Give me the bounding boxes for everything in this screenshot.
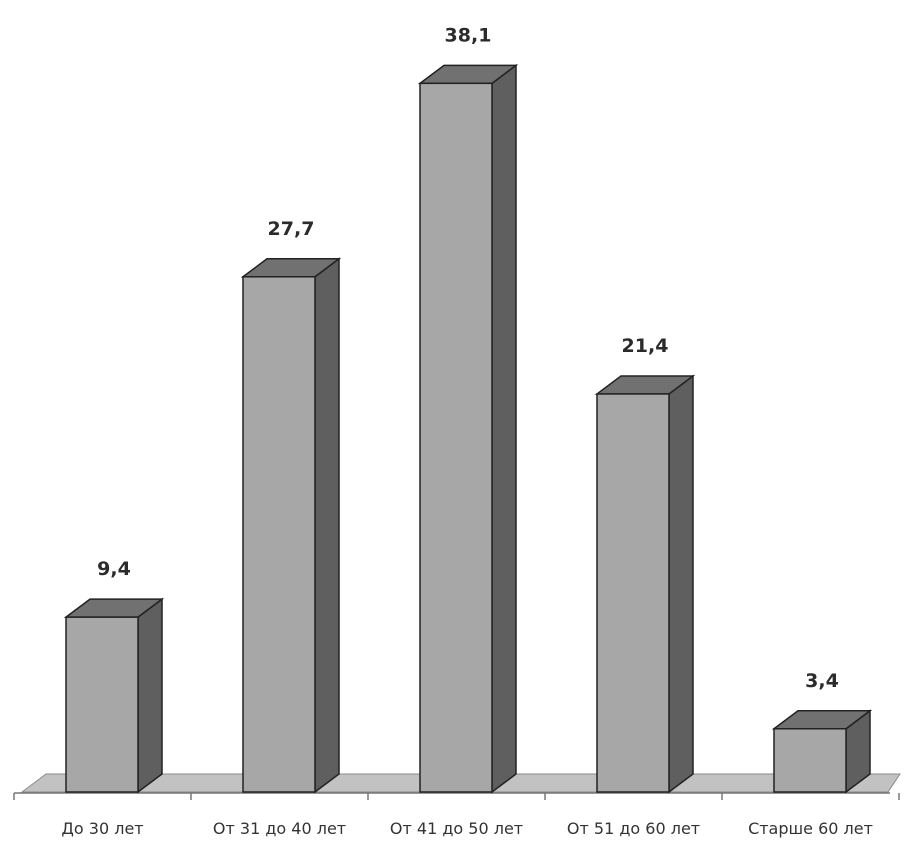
category-labels: До 30 лет От 31 до 40 лет От 41 до 50 лет О… — [61, 819, 873, 838]
x-tick-label: Старше 60 лет — [748, 819, 873, 838]
bar-front-face — [65, 616, 139, 793]
bar-side-face — [137, 597, 163, 794]
x-tick-label: От 41 до 50 лет — [390, 819, 523, 838]
bar — [417, 63, 519, 794]
data-label: 27,7 — [268, 218, 315, 240]
data-label: 9,4 — [97, 558, 131, 580]
bar-front-face — [242, 276, 316, 793]
data-label: 38,1 — [445, 24, 492, 46]
bar — [63, 597, 165, 794]
bar-front-face — [596, 393, 670, 793]
x-axis — [13, 792, 900, 800]
data-labels: 9,4 27,7 38,1 21,4 3,4 — [97, 24, 839, 691]
bar — [240, 257, 342, 794]
bar-front-face — [419, 82, 493, 793]
bar-side-face — [314, 257, 340, 794]
data-label: 21,4 — [622, 335, 669, 357]
bar — [771, 709, 873, 794]
x-tick-label: От 51 до 60 лет — [567, 819, 700, 838]
bar-side-face — [491, 63, 517, 794]
x-tick-label: От 31 до 40 лет — [213, 819, 346, 838]
data-label: 3,4 — [805, 670, 839, 692]
bar — [594, 374, 696, 794]
x-tick-label: До 30 лет — [61, 819, 143, 838]
bar-side-face — [668, 374, 694, 794]
bar-front-face — [773, 728, 847, 793]
bars — [63, 63, 873, 794]
